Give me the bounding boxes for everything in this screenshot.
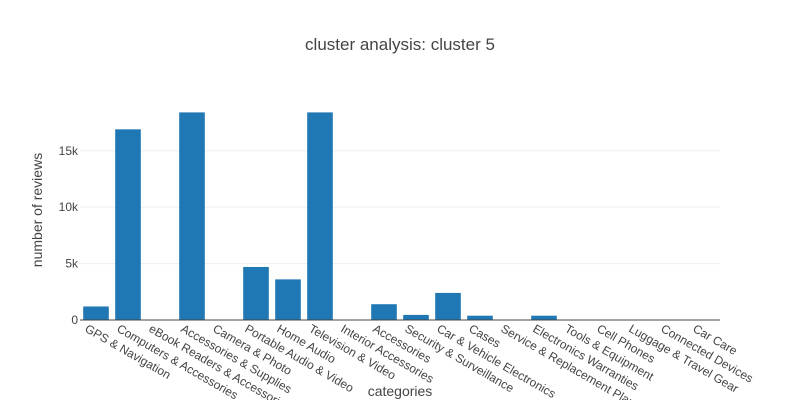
bar[interactable] bbox=[243, 266, 269, 320]
y-tick-labels: 0 5k 10k 15k bbox=[59, 144, 79, 327]
x-axis-title: categories bbox=[368, 383, 433, 399]
y-tick-label: 10k bbox=[59, 200, 79, 214]
bar[interactable] bbox=[467, 315, 493, 320]
bar[interactable] bbox=[83, 306, 109, 320]
y-tick-label: 15k bbox=[59, 144, 79, 158]
y-axis-title: number of reviews bbox=[29, 153, 45, 267]
bar[interactable] bbox=[371, 304, 397, 320]
grid bbox=[80, 150, 720, 265]
bar[interactable] bbox=[275, 279, 301, 320]
y-tick-label: 0 bbox=[71, 313, 78, 327]
bar[interactable] bbox=[531, 315, 557, 320]
y-tick-label: 5k bbox=[65, 257, 79, 271]
bar[interactable] bbox=[115, 129, 141, 320]
bar[interactable] bbox=[179, 112, 205, 321]
bar[interactable] bbox=[403, 314, 429, 320]
bar[interactable] bbox=[435, 292, 461, 320]
bar[interactable] bbox=[307, 112, 333, 321]
bars bbox=[83, 112, 557, 321]
chart-title: cluster analysis: cluster 5 bbox=[305, 35, 495, 54]
